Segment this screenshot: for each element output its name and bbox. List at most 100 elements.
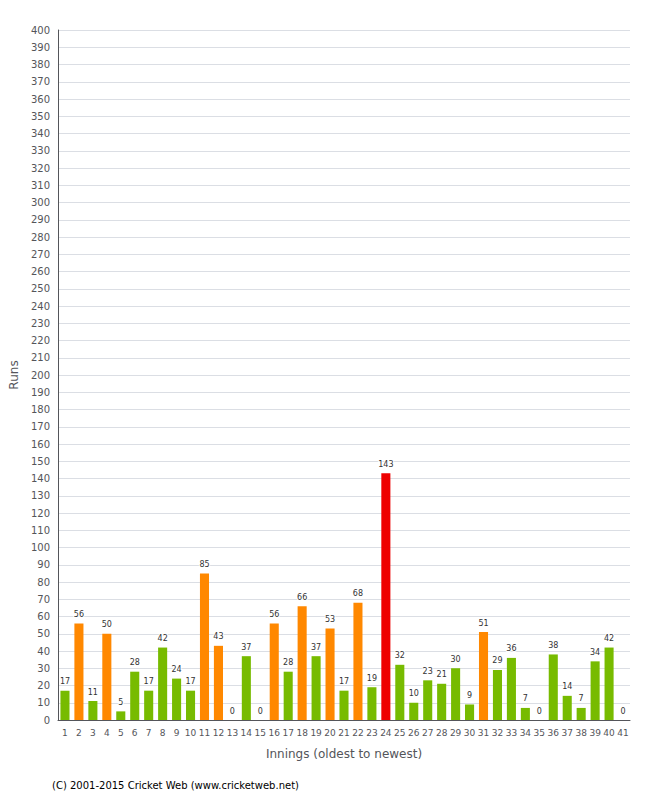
svg-text:3: 3 [90, 728, 96, 738]
svg-text:6: 6 [132, 728, 138, 738]
svg-text:5: 5 [118, 698, 123, 707]
svg-text:60: 60 [37, 611, 50, 622]
svg-text:17: 17 [144, 677, 154, 686]
svg-text:26: 26 [408, 728, 420, 738]
svg-text:53: 53 [325, 615, 335, 624]
svg-text:85: 85 [199, 560, 209, 569]
svg-text:27: 27 [422, 728, 433, 738]
svg-text:35: 35 [534, 728, 545, 738]
svg-text:56: 56 [269, 610, 279, 619]
svg-text:30: 30 [37, 663, 50, 674]
svg-text:8: 8 [160, 728, 166, 738]
svg-text:37: 37 [241, 643, 251, 652]
svg-text:37: 37 [561, 728, 572, 738]
svg-text:40: 40 [603, 728, 615, 738]
svg-text:66: 66 [297, 593, 307, 602]
svg-text:14: 14 [562, 682, 572, 691]
svg-text:23: 23 [366, 728, 377, 738]
svg-text:90: 90 [37, 559, 50, 570]
svg-text:(C) 2001-2015 Cricket Web (www: (C) 2001-2015 Cricket Web (www.cricketwe… [52, 780, 299, 791]
svg-text:7: 7 [579, 694, 584, 703]
svg-text:280: 280 [31, 232, 50, 243]
svg-text:17: 17 [185, 677, 195, 686]
svg-text:180: 180 [31, 404, 50, 415]
svg-text:12: 12 [213, 728, 224, 738]
svg-text:360: 360 [31, 94, 50, 105]
svg-text:24: 24 [380, 728, 392, 738]
svg-text:11: 11 [88, 688, 98, 697]
svg-text:38: 38 [548, 641, 558, 650]
svg-text:31: 31 [478, 728, 489, 738]
svg-text:160: 160 [31, 439, 50, 450]
svg-text:0: 0 [620, 707, 625, 716]
svg-text:37: 37 [311, 643, 321, 652]
svg-text:10: 10 [185, 728, 197, 738]
svg-text:38: 38 [575, 728, 587, 738]
svg-text:21: 21 [437, 670, 447, 679]
svg-text:250: 250 [31, 283, 50, 294]
svg-text:310: 310 [31, 180, 50, 191]
svg-text:370: 370 [31, 76, 50, 87]
svg-text:23: 23 [423, 667, 433, 676]
svg-text:9: 9 [174, 728, 180, 738]
svg-text:5: 5 [118, 728, 124, 738]
svg-text:Runs: Runs [7, 360, 21, 389]
svg-text:43: 43 [213, 632, 223, 641]
svg-text:1: 1 [62, 728, 68, 738]
svg-text:400: 400 [31, 25, 50, 36]
svg-text:Innings (oldest to newest): Innings (oldest to newest) [266, 747, 422, 761]
svg-text:30: 30 [464, 728, 476, 738]
svg-text:28: 28 [436, 728, 448, 738]
svg-text:34: 34 [590, 648, 600, 657]
svg-text:260: 260 [31, 266, 50, 277]
svg-text:0: 0 [44, 715, 50, 726]
svg-text:7: 7 [523, 694, 528, 703]
svg-text:39: 39 [589, 728, 601, 738]
svg-text:36: 36 [506, 644, 516, 653]
svg-text:13: 13 [227, 728, 238, 738]
svg-text:34: 34 [520, 728, 532, 738]
svg-text:40: 40 [37, 646, 50, 657]
svg-text:19: 19 [367, 674, 377, 683]
svg-text:200: 200 [31, 370, 50, 381]
svg-text:28: 28 [130, 658, 140, 667]
svg-text:240: 240 [31, 301, 50, 312]
svg-text:51: 51 [478, 619, 488, 628]
svg-text:70: 70 [37, 594, 50, 605]
svg-text:20: 20 [324, 728, 336, 738]
svg-text:290: 290 [31, 214, 50, 225]
svg-text:56: 56 [74, 610, 84, 619]
svg-text:210: 210 [31, 352, 50, 363]
svg-text:21: 21 [338, 728, 349, 738]
svg-text:10: 10 [409, 689, 419, 698]
svg-text:350: 350 [31, 111, 50, 122]
svg-text:17: 17 [60, 677, 70, 686]
svg-text:29: 29 [450, 728, 462, 738]
svg-text:9: 9 [467, 691, 472, 700]
svg-text:42: 42 [158, 634, 168, 643]
svg-text:68: 68 [353, 589, 363, 598]
svg-text:32: 32 [492, 728, 503, 738]
svg-text:41: 41 [617, 728, 628, 738]
svg-text:130: 130 [31, 490, 50, 501]
svg-text:143: 143 [378, 460, 393, 469]
svg-text:14: 14 [241, 728, 253, 738]
svg-text:42: 42 [604, 634, 614, 643]
svg-text:16: 16 [269, 728, 281, 738]
svg-text:140: 140 [31, 473, 50, 484]
svg-text:270: 270 [31, 249, 50, 260]
svg-text:320: 320 [31, 163, 50, 174]
svg-text:50: 50 [37, 628, 50, 639]
svg-text:17: 17 [339, 677, 349, 686]
svg-text:29: 29 [492, 656, 502, 665]
svg-text:80: 80 [37, 577, 50, 588]
svg-text:15: 15 [255, 728, 266, 738]
svg-text:150: 150 [31, 456, 50, 467]
svg-text:18: 18 [296, 728, 308, 738]
svg-text:340: 340 [31, 128, 50, 139]
svg-text:36: 36 [548, 728, 560, 738]
svg-text:22: 22 [352, 728, 363, 738]
svg-text:33: 33 [506, 728, 517, 738]
svg-text:0: 0 [537, 707, 542, 716]
svg-text:17: 17 [282, 728, 293, 738]
